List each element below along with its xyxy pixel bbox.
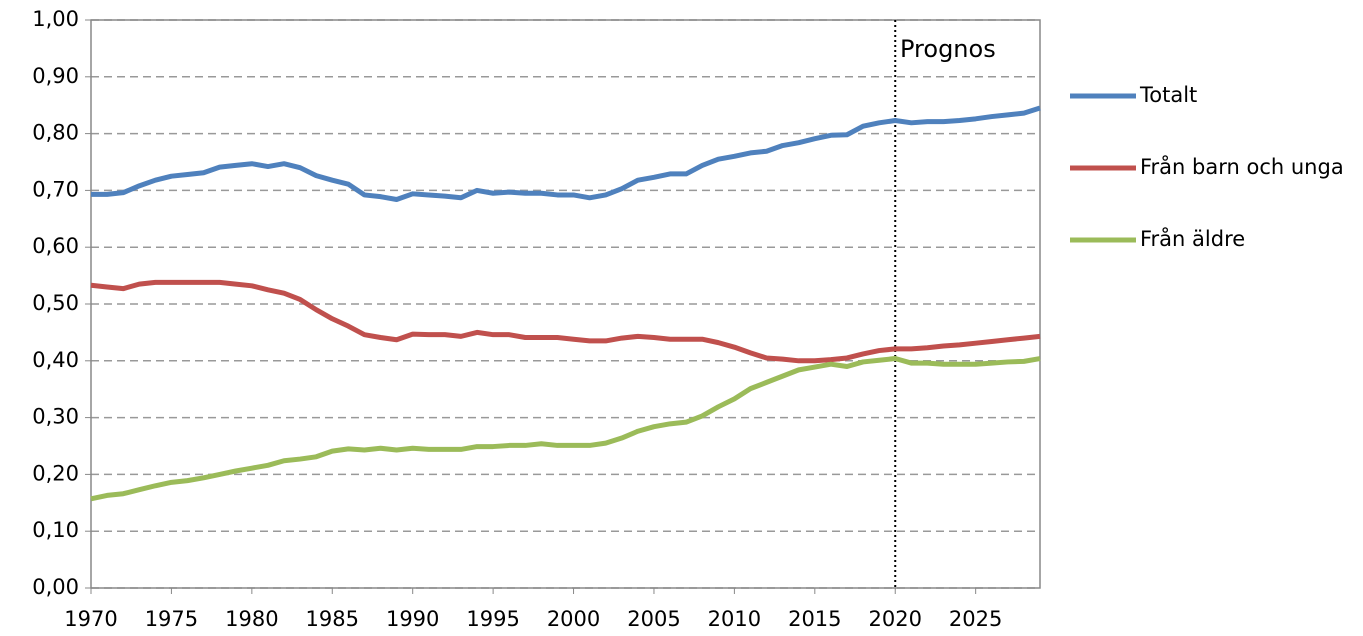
plot-border [90, 19, 1041, 589]
x-tick-label: 2000 [547, 607, 600, 631]
legend-label: Från barn och unga [1140, 154, 1344, 179]
x-tick-label: 1995 [466, 607, 519, 631]
x-tick-label: 2010 [708, 607, 761, 631]
y-tick-label: 0,20 [32, 461, 79, 485]
y-tick-label: 1,00 [32, 7, 79, 31]
x-tick-label: 2020 [869, 607, 922, 631]
legend-label: Totalt [1139, 83, 1197, 107]
series-line [90, 356, 1041, 502]
y-tick-label: 0,30 [32, 405, 79, 429]
legend-label: Från äldre [1140, 226, 1245, 251]
y-tick-label: 0,80 [32, 121, 79, 145]
x-tick-label: 2015 [788, 607, 841, 631]
y-tick-label: 0,50 [32, 291, 79, 315]
series-line [90, 279, 1041, 364]
y-tick-label: 0,40 [32, 348, 79, 372]
series-line [91, 105, 1041, 202]
y-tick-label: 0,00 [32, 575, 79, 599]
y-tick-label: 0,10 [32, 518, 79, 542]
y-tick-label: 0,70 [32, 177, 79, 201]
x-tick-label: 1970 [64, 607, 117, 631]
x-tick-label: 1975 [145, 607, 198, 631]
x-tick-label: 1985 [306, 607, 359, 631]
x-tick-label: 1980 [225, 607, 278, 631]
x-tick-label: 2025 [949, 607, 1002, 631]
forecast-label: Prognos [900, 35, 996, 63]
y-tick-label: 0,60 [32, 234, 79, 258]
y-tick-label: 0,90 [32, 64, 79, 88]
x-tick-label: 2005 [627, 607, 680, 631]
x-tick-label: 1990 [386, 607, 439, 631]
